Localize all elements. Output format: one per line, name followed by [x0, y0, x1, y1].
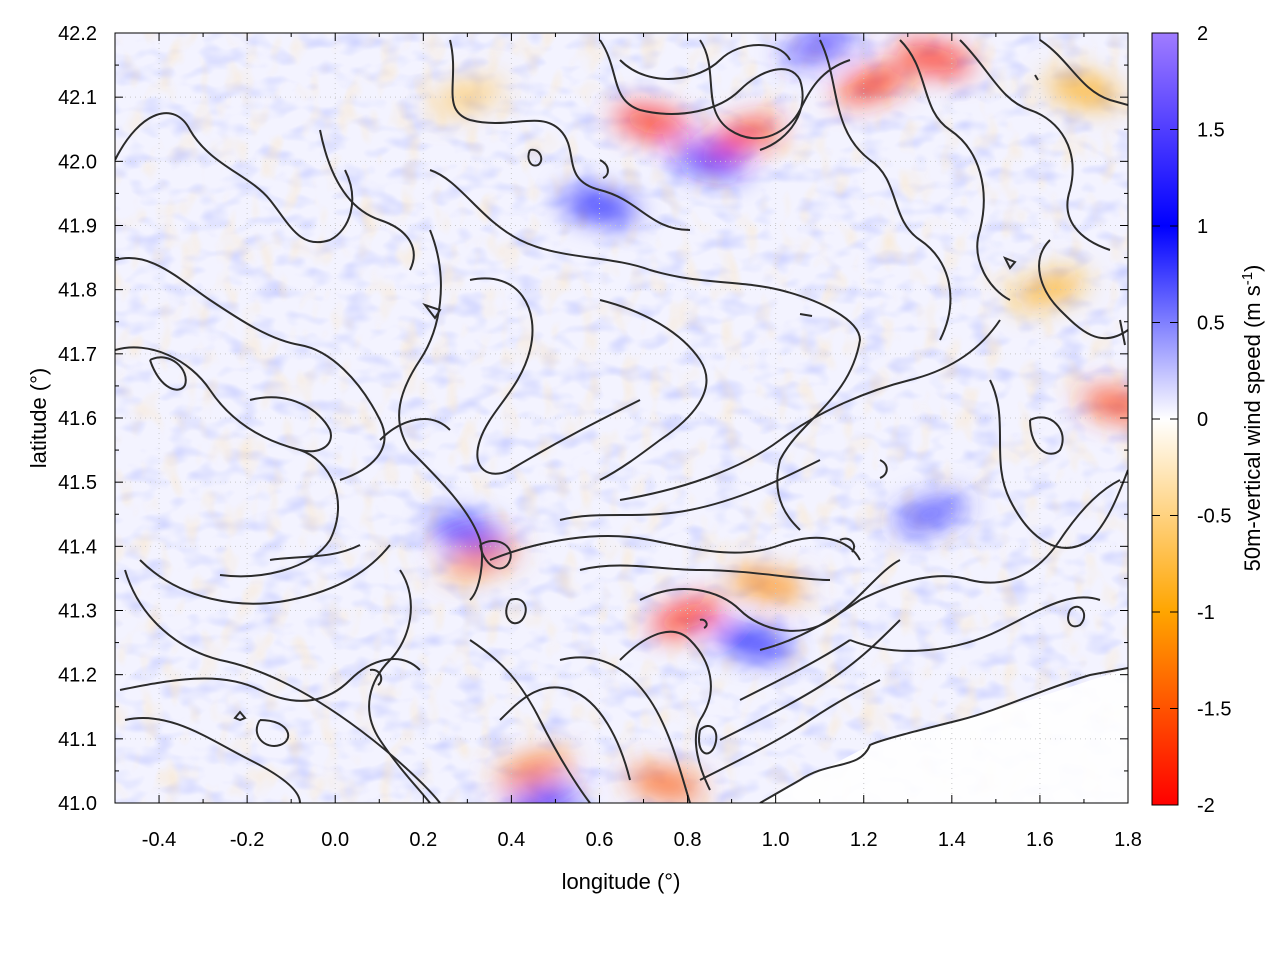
wind-feature [672, 147, 747, 176]
y-tick-label: 42.2 [58, 23, 97, 45]
wind-feature [708, 119, 782, 153]
x-tick-label: 0.0 [321, 829, 349, 851]
y-tick-label: 42.0 [58, 151, 97, 173]
wind-feature [430, 519, 505, 548]
x-tick-label: 0.6 [586, 829, 614, 851]
x-axis: -0.4 -0.2 0.0 0.2 0.4 0.6 0.8 1.0 1.2 1.4 1.6 1.8 [114, 33, 1142, 851]
wind-feature [615, 108, 690, 137]
wind-feature [1081, 391, 1128, 420]
wind-feature [628, 769, 703, 798]
terrain-contours [115, 39, 1128, 803]
colorbar-tick-label: -1.5 [1197, 699, 1231, 721]
y-tick-label: 41.7 [58, 344, 97, 366]
wind-feature [562, 192, 637, 221]
y-tick-label: 41.8 [58, 280, 97, 302]
wind-feature [716, 628, 791, 657]
y-tick-label: 41.5 [58, 472, 97, 494]
y-tick-label: 41.1 [58, 729, 97, 751]
x-tick-label: 1.8 [1114, 829, 1142, 851]
wind-feature [651, 600, 724, 634]
colorbar-tick-label: -2 [1197, 795, 1215, 817]
wind-feature [444, 542, 517, 576]
wind-feature [729, 570, 805, 599]
x-tick-label: 0.2 [409, 829, 437, 851]
colorbar-tick-label: 0.5 [1197, 313, 1225, 335]
wind-feature [431, 80, 504, 114]
x-tick-label: -0.4 [142, 829, 176, 851]
x-tick-label: 1.0 [762, 829, 790, 851]
wind-feature [497, 754, 570, 788]
wind-feature [893, 497, 967, 531]
y-tick-label: 41.9 [58, 216, 97, 238]
colorbar-label-superscript: -1 [1239, 272, 1256, 285]
y-tick-label: 41.3 [58, 601, 97, 623]
x-tick-label: 0.4 [497, 829, 525, 851]
x-tick-label: 1.2 [850, 829, 878, 851]
colorbar-tick-label: -0.5 [1197, 506, 1231, 528]
colorbar-tick-label: -1 [1197, 602, 1215, 624]
x-tick-label: 1.6 [1026, 829, 1054, 851]
y-axis-label: latitude (°) [26, 368, 51, 469]
y-axis: 41.0 41.1 41.2 41.3 41.4 41.5 41.6 41.7 41.8 41.9… [58, 23, 1128, 815]
y-tick-label: 42.1 [58, 87, 97, 109]
wind-feature [836, 67, 909, 101]
wind-feature [896, 44, 972, 73]
wind-feature [1012, 273, 1086, 307]
colorbar-label: 50m-vertical wind speed (m s-1) [1239, 265, 1265, 572]
colorbar-tick-label: 0 [1197, 409, 1208, 431]
colorbar-tick-label: 2 [1197, 23, 1208, 45]
y-tick-label: 41.4 [58, 536, 97, 558]
colorbar-tick-label: 1.5 [1197, 120, 1225, 142]
colorbar-axis: 2 1.5 1 0.5 0 -0.5 -1 -1.5 -2 [1152, 23, 1231, 817]
x-tick-label: 1.4 [938, 829, 966, 851]
wind-field-layer [115, 33, 1128, 803]
y-tick-label: 41.2 [58, 665, 97, 687]
x-tick-label: -0.2 [230, 829, 264, 851]
x-tick-label: 0.8 [674, 829, 702, 851]
y-tick-label: 41.6 [58, 408, 97, 430]
x-axis-label: longitude (°) [562, 869, 681, 894]
wind-feature [505, 786, 579, 803]
y-tick-label: 41.0 [58, 793, 97, 815]
wind-feature [783, 33, 857, 63]
colorbar-tick-label: 1 [1197, 216, 1208, 238]
